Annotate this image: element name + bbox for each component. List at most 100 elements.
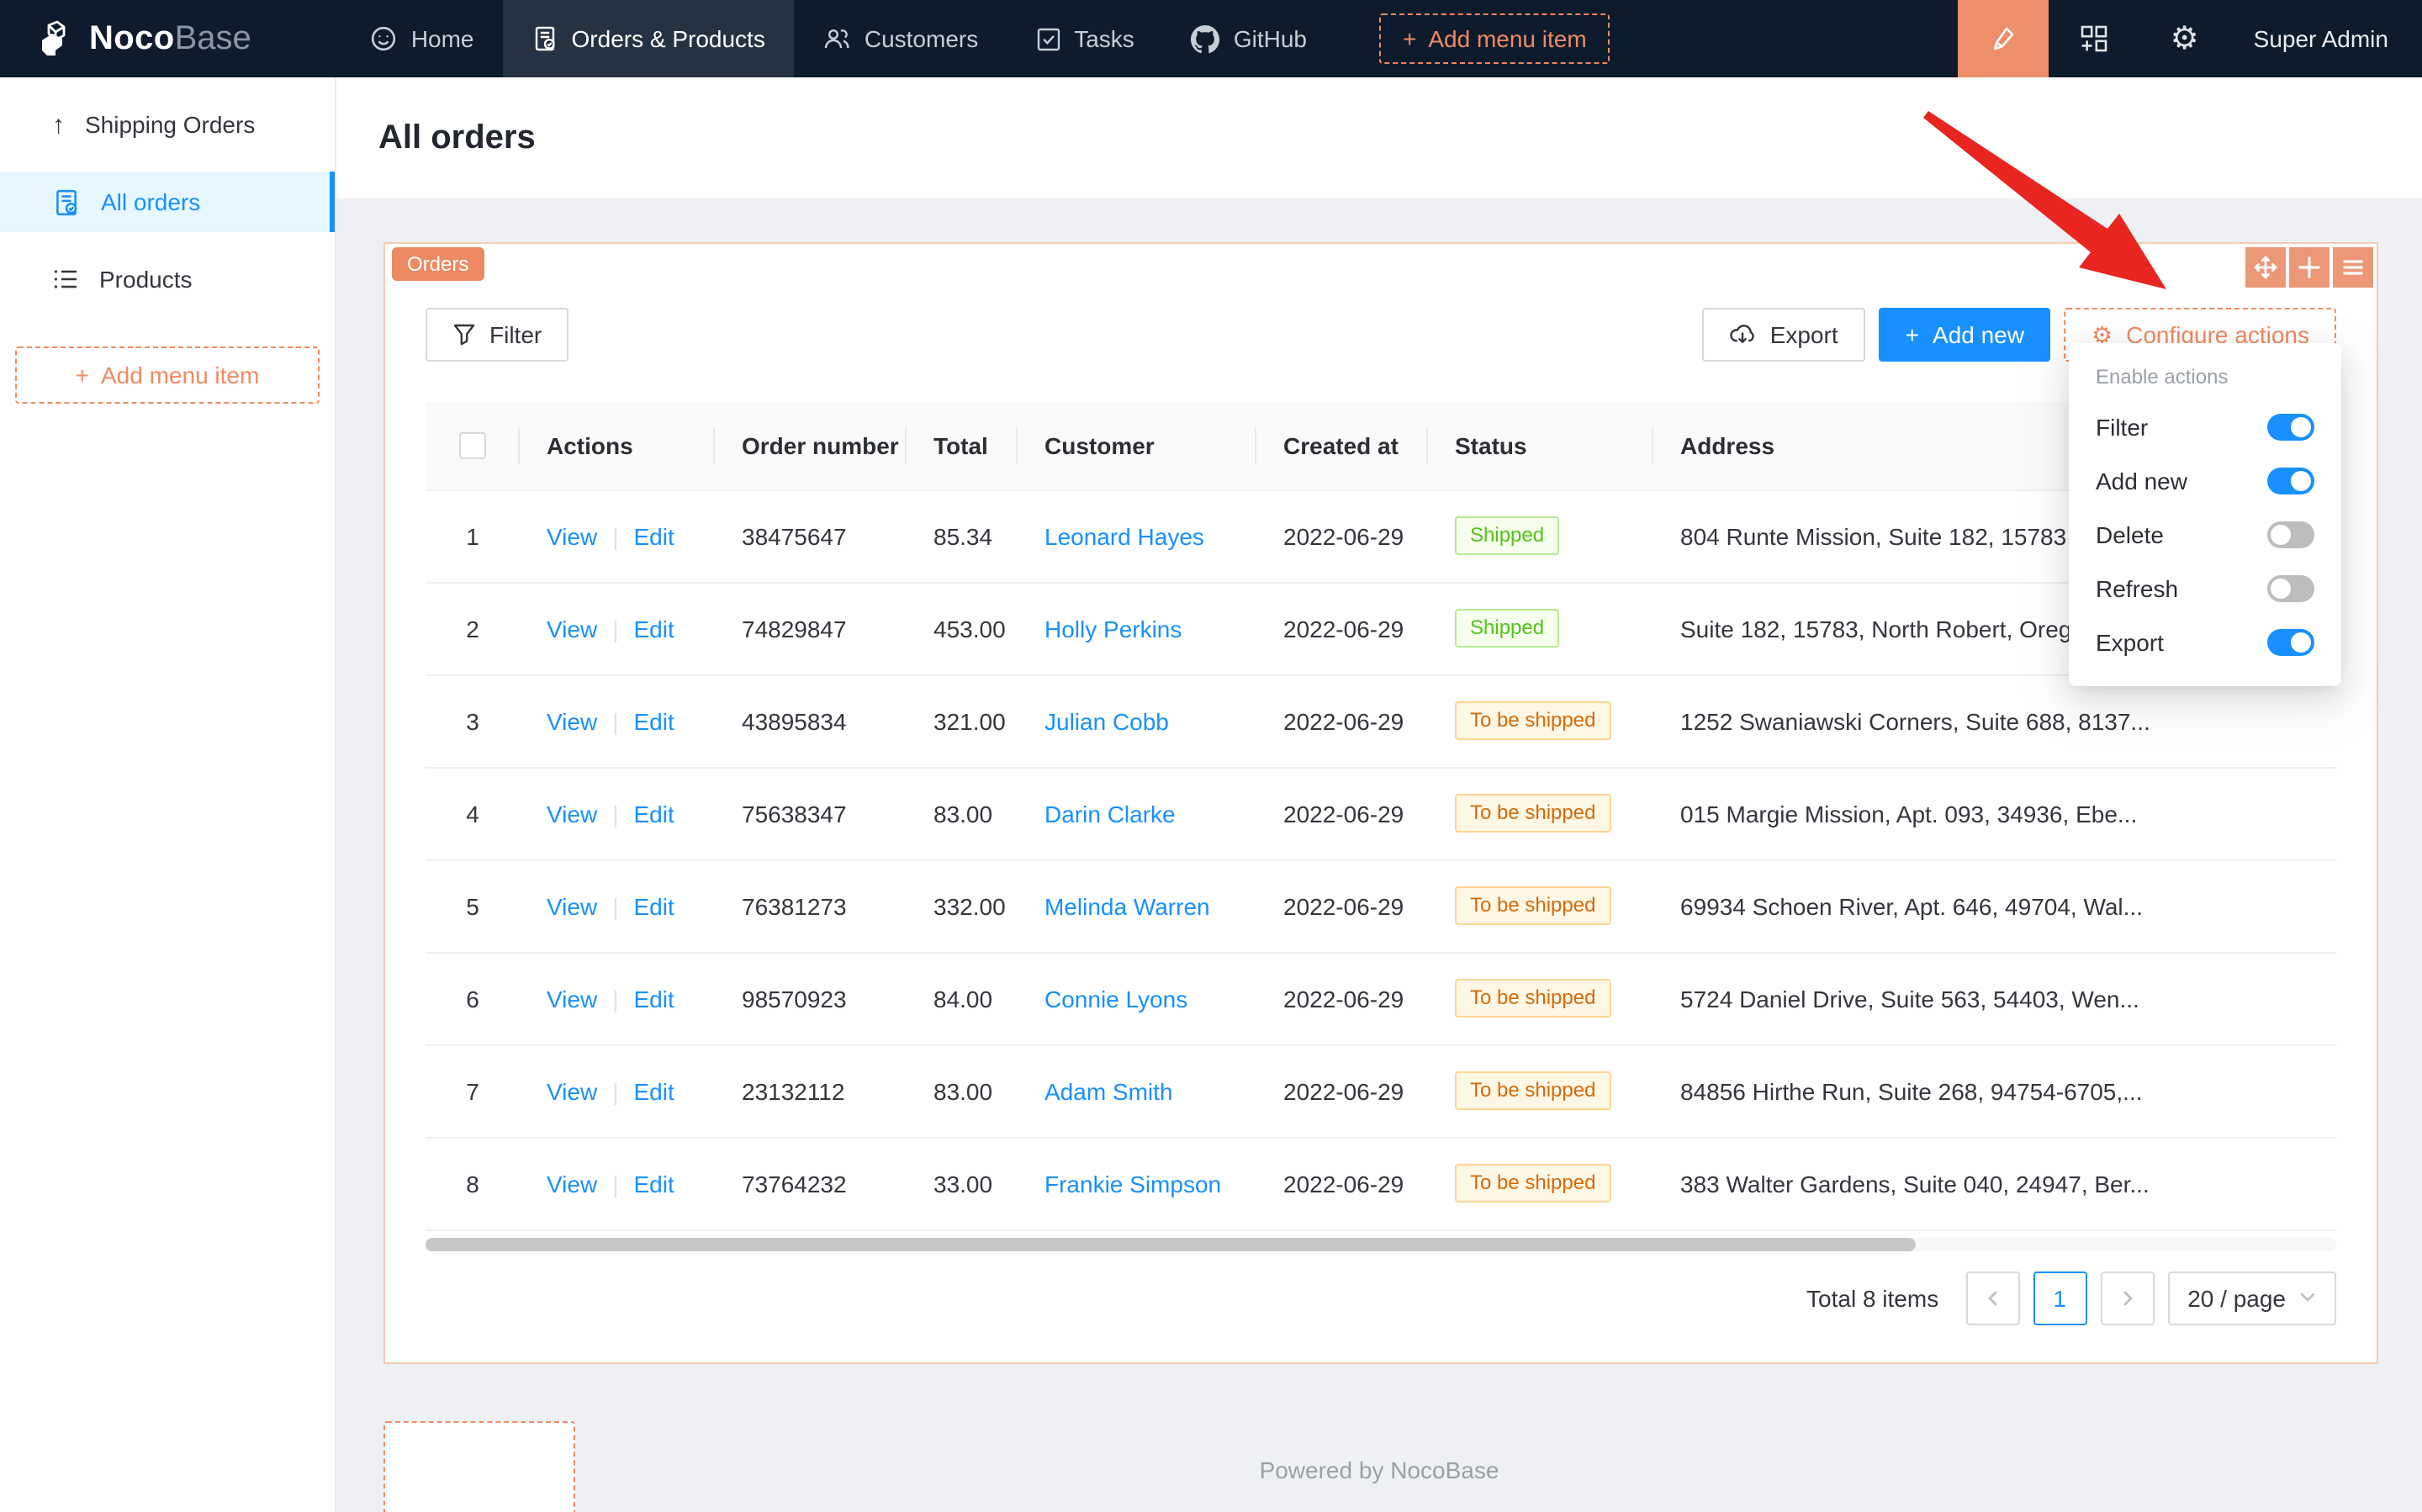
column-header-created-at: Created at [1256,402,1428,490]
customer-link[interactable]: Holly Perkins [1044,615,1182,642]
nocobase-logo[interactable]: NocoBase [0,0,251,77]
row-index: 4 [426,767,520,860]
toggle-switch[interactable] [2267,468,2314,494]
toggle-switch[interactable] [2267,414,2314,441]
customer-cell: Julian Cobb [1018,674,1256,768]
export-button[interactable]: Export [1702,308,1865,362]
dropdown-item-filter[interactable]: Filter [2069,400,2341,454]
table-row: 7 View | Edit 23132112 83.00 Adam Smith 2022-06… [426,1044,2336,1138]
order-number-cell: 23132112 [715,1044,907,1138]
customer-link[interactable]: Darin Clarke [1044,800,1176,827]
dropdown-item-export[interactable]: Export [2069,616,2341,669]
status-cell: To be shipped [1428,859,1653,953]
customer-link[interactable]: Melinda Warren [1044,892,1210,919]
page-number-button[interactable]: 1 [2033,1271,2087,1324]
dropdown-item-add-new[interactable]: Add new [2069,454,2341,508]
user-name: Super Admin [2253,25,2388,52]
customer-cell: Melinda Warren [1018,859,1256,953]
toggle-switch[interactable] [2267,629,2314,656]
row-index: 5 [426,859,520,953]
sidebar-item-label: All orders [101,188,201,215]
edit-link[interactable]: Edit [633,1077,674,1104]
actions-cell: View | Edit [520,767,715,860]
table-header-row: Actions Order number Total Customer Crea… [426,402,2336,490]
sidebar-add-menu-item-button[interactable]: + Add menu item [15,346,320,404]
row-index: 1 [426,489,520,583]
toggle-switch[interactable] [2267,521,2314,548]
created-at-cell: 2022-06-29 [1256,859,1428,953]
plugin-blocks-button[interactable] [2049,0,2139,77]
filter-button[interactable]: Filter [426,308,569,362]
view-link[interactable]: View [547,1077,598,1104]
nav-item-label: Customers [864,25,979,52]
status-badge: Shipped [1455,608,1560,648]
filter-button-label: Filter [489,321,542,348]
dropdown-item-label: Delete [2096,521,2164,548]
view-link[interactable]: View [547,615,598,642]
dropdown-item-refresh[interactable]: Refresh [2069,562,2341,616]
select-all-checkbox[interactable] [459,432,486,460]
edit-link[interactable]: Edit [633,985,674,1012]
next-page-button[interactable] [2100,1271,2155,1324]
nav-item-customers[interactable]: Customers [794,0,1007,77]
add-new-button[interactable]: + Add new [1878,308,2051,362]
sidebar-item-products[interactable]: Products [0,249,335,309]
horizontal-scrollbar [426,1237,2336,1250]
edit-link[interactable]: Edit [633,1170,674,1197]
powered-by-footer: Powered by NocoBase [1259,1456,1499,1483]
nav-item-tasks[interactable]: Tasks [1007,0,1163,77]
add-block-button[interactable]: + Add block [383,1421,575,1512]
nav-item-home[interactable]: Home [342,0,503,77]
edit-link[interactable]: Edit [633,615,674,642]
view-link[interactable]: View [547,1170,598,1197]
view-link[interactable]: View [547,985,598,1012]
select-all-header [426,402,520,490]
view-link[interactable]: View [547,800,598,827]
nav-item-github[interactable]: GitHub [1163,0,1335,77]
view-link[interactable]: View [547,707,598,734]
customer-link[interactable]: Frankie Simpson [1044,1170,1222,1197]
row-index: 2 [426,582,520,675]
total-cell: 33.00 [907,1137,1018,1230]
horizontal-scrollbar-thumb[interactable] [426,1237,1917,1250]
edit-link[interactable]: Edit [633,707,674,734]
block-menu-icon[interactable] [2333,247,2373,288]
nav-item-label: Orders & Products [571,25,765,52]
gear-icon: ⚙ [2170,21,2199,56]
settings-button[interactable]: ⚙ [2139,0,2230,77]
ui-editor-button[interactable] [1957,0,2049,77]
customer-link[interactable]: Julian Cobb [1044,707,1169,734]
logo-text-base: Base [174,19,251,56]
drag-move-icon[interactable] [2245,247,2286,288]
toggle-switch[interactable] [2267,575,2314,602]
edit-link[interactable]: Edit [633,892,674,919]
created-at-cell: 2022-06-29 [1256,674,1428,768]
customer-link[interactable]: Leonard Hayes [1044,522,1204,549]
page-size-select[interactable]: 20 / page [2167,1271,2336,1324]
edit-link[interactable]: Edit [633,800,674,827]
list-icon [52,266,79,293]
sidebar-item-all-orders[interactable]: All orders [0,172,335,232]
navbar-add-menu-item-button[interactable]: + Add menu item [1378,13,1610,64]
sidebar-item-shipping-orders[interactable]: ↑ Shipping Orders [0,94,335,155]
view-link[interactable]: View [547,892,598,919]
divider: | [612,800,619,827]
customer-link[interactable]: Connie Lyons [1044,985,1188,1012]
dropdown-item-delete[interactable]: Delete [2069,508,2341,562]
dropdown-item-label: Refresh [2096,575,2179,602]
order-number-cell: 74829847 [715,582,907,675]
nav-item-orders-products[interactable]: Orders & Products [502,0,794,77]
prev-page-button[interactable] [1965,1271,2020,1324]
customer-cell: Connie Lyons [1018,952,1256,1045]
edit-link[interactable]: Edit [633,522,674,549]
user-menu[interactable]: Super Admin [2230,0,2422,77]
created-at-cell: 2022-06-29 [1256,767,1428,860]
divider: | [612,892,619,919]
add-block-icon[interactable] [2289,247,2329,288]
view-link[interactable]: View [547,522,598,549]
customer-link[interactable]: Adam Smith [1044,1077,1173,1104]
main-area: All orders Orders [336,77,2422,1512]
blocks-plus-icon [2079,24,2109,54]
pagination-total: Total 8 items [1806,1284,1939,1311]
divider: | [612,1170,619,1197]
